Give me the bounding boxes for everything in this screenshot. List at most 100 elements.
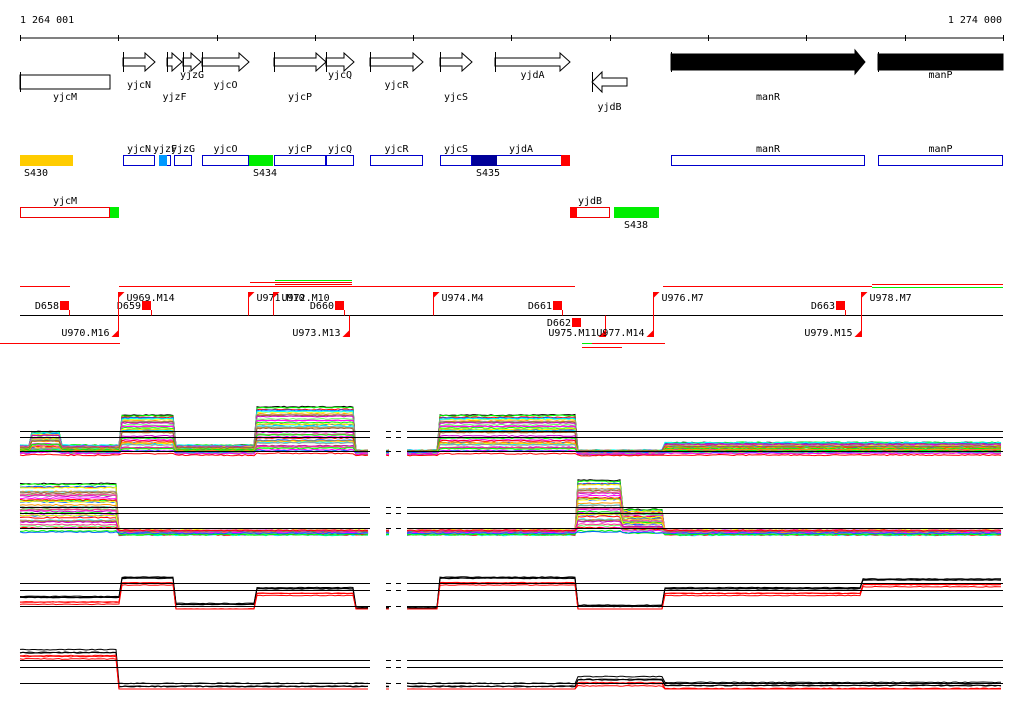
downshift-label: D658 (35, 301, 59, 312)
gene-yjcP: yjcP (273, 51, 327, 103)
gene-arrow (369, 51, 424, 73)
transcript-box-manR (671, 155, 865, 166)
transcript-label: yjcS (444, 144, 468, 155)
expression-profile-line (19, 480, 1002, 534)
upshift-flag (273, 292, 280, 298)
segment-label: S435 (476, 168, 500, 179)
expression-profile-line (19, 487, 1002, 536)
data-gap (391, 565, 396, 620)
gene-label: yjcN (127, 80, 151, 91)
segment-S435 (472, 155, 497, 166)
data-gap (370, 395, 386, 470)
upshift-flag (646, 330, 654, 337)
expression-profile-line (19, 452, 1002, 457)
expression-profile-line (19, 655, 1001, 690)
transcript-box-manP (878, 155, 1003, 166)
gene-label: yjcS (444, 92, 468, 103)
gene-label: yjcO (213, 80, 237, 91)
upshift-flag (854, 330, 862, 337)
gene-yjcN: yjcN (122, 51, 156, 91)
upshift-label: U975.M11 (548, 328, 596, 339)
upshift-label: U976.M7 (662, 293, 704, 304)
expression-panel (19, 635, 1003, 700)
transcript-label: yjcO (213, 144, 237, 155)
downshift-marker (335, 301, 344, 310)
transcript-box-yjcS (440, 155, 472, 166)
gene-label: yjzF (162, 92, 186, 103)
downshift-marker (142, 301, 151, 310)
transcript-label: yjzG (171, 144, 195, 155)
segment-label: S434 (253, 168, 277, 179)
data-gap (401, 565, 407, 620)
expression-panel (19, 565, 1003, 620)
expression-profile-line (19, 494, 1002, 534)
expression-panel (19, 395, 1003, 470)
expression-profile-line (19, 651, 1001, 688)
transcript-box-yjcP (274, 155, 326, 166)
expression-profile-line (19, 582, 1001, 610)
gene-label: yjdB (597, 102, 621, 113)
segment-S430 (20, 155, 73, 166)
expression-profile-line (19, 487, 1002, 535)
expression-profile-line (19, 657, 1001, 690)
upshift-label: U972.M10 (282, 293, 330, 304)
expression-profile-line (19, 498, 1002, 532)
upshift-flag (598, 330, 606, 337)
transcript-label: yjdB (578, 196, 602, 207)
transcript-label: yjzF (153, 144, 177, 155)
transcript-label: yjcR (384, 144, 409, 155)
expression-profile-line (19, 479, 1001, 534)
transcript-box-yjzG (174, 155, 192, 166)
gene-manR: manR (670, 48, 866, 103)
expression-profile-line (19, 498, 1002, 534)
gene-yjcQ: yjcQ (325, 51, 355, 81)
segment-unlabeled (570, 207, 577, 218)
axis-end-label: 1 274 000 (948, 15, 1002, 26)
gene-yjcO: yjcO (201, 51, 250, 91)
expression-profile-line (19, 482, 1002, 535)
expression-profiles (19, 395, 1003, 700)
expression-profile-line (19, 530, 1002, 535)
upshift-label: U978.M7 (870, 293, 912, 304)
gene-label: yjcM (53, 92, 77, 103)
gene-yjcR: yjcR (369, 51, 424, 91)
gene-label: manR (756, 92, 781, 103)
upshift-flag (342, 330, 350, 337)
gene-arrow (166, 51, 183, 73)
gene-arrow (122, 51, 156, 73)
upshift-flag (248, 292, 255, 298)
downshift-label: D661 (528, 301, 552, 312)
expression-profile-line (19, 489, 1002, 534)
transcript-label: yjcN (127, 144, 151, 155)
gene-arrow (494, 51, 571, 73)
transcript-label: yjdA (509, 144, 533, 155)
data-gap (401, 395, 407, 470)
transcript-label: yjcM (53, 196, 77, 207)
gene-arrow (670, 48, 866, 76)
gene-arrow (201, 51, 250, 73)
gene-yjcS: yjcS (439, 51, 473, 103)
transcript-label: manP (928, 144, 952, 155)
coordinate-axis: 1 264 001 1 274 000 (20, 15, 1004, 41)
gene-label: manP (928, 70, 952, 81)
upshift-label: U971.M10 (257, 293, 305, 304)
downshift-marker (572, 318, 581, 327)
transcript-box-yjcN (123, 155, 155, 166)
downshift-marker (836, 301, 845, 310)
gene-arrow (439, 51, 473, 73)
gene-box (877, 53, 1004, 71)
expression-profile-line (19, 496, 1002, 533)
expression-profile-line (19, 487, 1002, 534)
segment-S438 (614, 207, 659, 218)
upshift-flag (118, 292, 125, 298)
segment-unlabeled (159, 155, 167, 166)
gene-box (19, 74, 111, 90)
gene-manP: manP (877, 52, 1004, 81)
gene-yjcM: yjcM (19, 72, 111, 103)
transcript-box-yjcO (202, 155, 249, 166)
gene-label: yjcR (384, 80, 409, 91)
transcript-label: yjcQ (328, 144, 352, 155)
downshift-label: D663 (811, 301, 835, 312)
